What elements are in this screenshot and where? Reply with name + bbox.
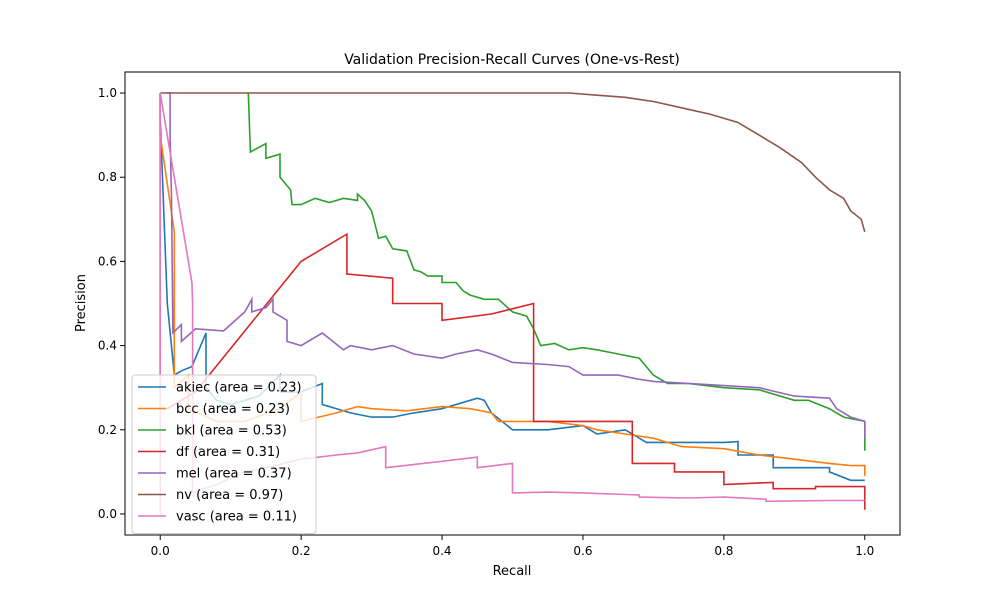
x-tick-label: 0.8 (714, 544, 733, 558)
legend-label-1: bcc (area = 0.23) (176, 402, 290, 417)
legend-label-6: vasc (area = 0.11) (176, 510, 297, 525)
x-tick-label: 1.0 (855, 544, 874, 558)
x-tick-label: 0.6 (573, 544, 592, 558)
plot-frame (124, 71, 901, 536)
y-tick-label: 0.6 (98, 254, 117, 268)
y-ticks: 0.0 0.2 0.4 0.6 0.8 1.0 (98, 86, 125, 521)
y-tick-label: 0.4 (98, 339, 117, 353)
series-line-3 (159, 93, 866, 510)
y-tick-label: 0.8 (98, 170, 117, 184)
x-tick-label: 0.2 (292, 544, 311, 558)
legend-label-0: akiec (area = 0.23) (176, 381, 302, 396)
y-tick-label: 0.2 (98, 423, 117, 437)
legend-label-2: bkl (area = 0.53) (176, 424, 287, 439)
x-tick-label: 0.0 (151, 544, 170, 558)
y-tick-label: 0.0 (98, 507, 117, 521)
series-line-4 (167, 92, 866, 439)
x-tick-label: 0.4 (432, 544, 451, 558)
y-axis-label: Precision (74, 274, 89, 332)
y-tick-label: 1.0 (98, 86, 117, 100)
legend-label-5: nv (area = 0.97) (176, 488, 283, 503)
legend-label-3: df (area = 0.31) (176, 445, 280, 460)
series-line-2 (247, 92, 866, 451)
x-axis-label: Recall (493, 564, 532, 579)
legend: akiec (area = 0.23) bcc (area = 0.23) bkl … (131, 374, 317, 534)
series-line-0 (159, 93, 865, 482)
x-ticks: 0.0 0.2 0.4 0.6 0.8 1.0 (151, 535, 874, 558)
legend-box (131, 374, 317, 534)
series-line-5 (160, 92, 866, 233)
legend-label-4: mel (area = 0.37) (176, 467, 292, 482)
chart-title: Validation Precision-Recall Curves (One-… (344, 52, 680, 68)
